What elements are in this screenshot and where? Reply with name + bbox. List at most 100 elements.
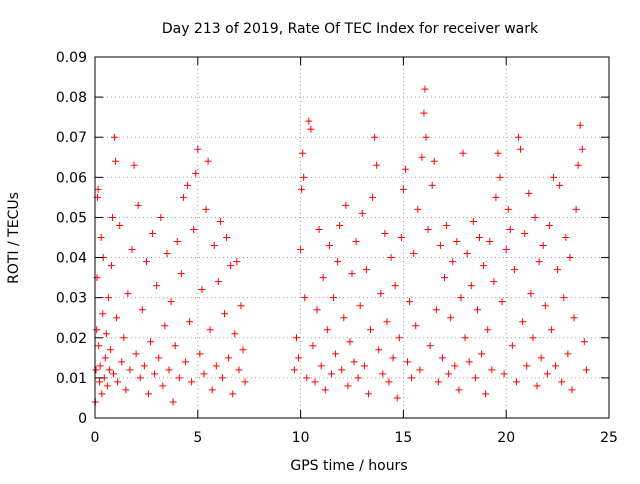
data-point [309, 342, 317, 350]
data-point [311, 378, 319, 386]
grid-lines [95, 57, 609, 418]
data-point [202, 205, 210, 213]
data-point [188, 378, 196, 386]
x-tick-label: 5 [193, 430, 202, 446]
y-tick-label: 0.03 [56, 291, 87, 307]
data-point [132, 350, 140, 358]
data-point [231, 330, 239, 338]
data-point [362, 266, 370, 274]
data-point [175, 374, 183, 382]
y-tick-label: 0.06 [56, 170, 87, 186]
y-tick-label: 0.01 [56, 371, 87, 387]
data-point [212, 362, 220, 370]
data-point [428, 181, 436, 189]
data-point [290, 366, 298, 374]
data-point [134, 201, 142, 209]
data-point [438, 354, 446, 362]
data-point [305, 117, 313, 125]
data-point [94, 185, 102, 193]
data-point [204, 157, 212, 165]
data-point [434, 378, 442, 386]
data-points [91, 85, 590, 406]
data-point [529, 334, 537, 342]
data-point [492, 193, 500, 201]
data-point [471, 374, 479, 382]
data-point [239, 346, 247, 354]
data-point [377, 290, 385, 298]
data-point [338, 366, 346, 374]
data-point [436, 242, 444, 250]
data-point [566, 254, 574, 262]
data-point [153, 282, 161, 290]
data-point [449, 258, 457, 266]
data-point [356, 302, 364, 310]
data-point [482, 390, 490, 398]
data-point [412, 322, 420, 330]
data-point [451, 362, 459, 370]
data-point [122, 386, 130, 394]
data-point [192, 169, 200, 177]
data-point [107, 262, 115, 270]
data-point [223, 234, 231, 241]
data-point [519, 318, 527, 326]
data-point [169, 398, 177, 406]
data-point [110, 370, 118, 378]
data-point [506, 225, 514, 233]
y-tick-label: 0.04 [56, 251, 87, 267]
x-tick-label: 15 [394, 430, 412, 446]
y-tick-label: 0.07 [56, 130, 87, 146]
data-point [149, 229, 157, 237]
data-point [533, 382, 541, 390]
x-tick-label: 25 [600, 430, 618, 446]
data-point [379, 370, 387, 378]
data-point [225, 354, 233, 362]
x-tick-label: 10 [292, 430, 310, 446]
data-point [455, 386, 463, 394]
data-point [106, 346, 114, 354]
data-point [475, 234, 483, 241]
data-point [461, 334, 469, 342]
data-point [298, 185, 306, 193]
data-point [401, 165, 409, 173]
data-point [354, 374, 362, 382]
data-point [395, 334, 403, 342]
data-point [512, 378, 520, 386]
data-point [227, 262, 235, 270]
data-point [467, 282, 475, 290]
data-point [576, 121, 584, 129]
data-point [214, 278, 222, 286]
data-point [157, 213, 165, 221]
data-point [517, 145, 525, 153]
data-point [350, 358, 358, 366]
y-tick-label: 0.05 [56, 210, 87, 226]
data-point [210, 242, 218, 250]
data-point [344, 382, 352, 390]
chart-title: Day 213 of 2019, Rate Of TEC Index for r… [162, 21, 539, 37]
data-point [235, 366, 243, 374]
data-point [473, 306, 481, 314]
data-point [537, 354, 545, 362]
data-point [391, 282, 399, 290]
data-point [560, 294, 568, 302]
data-point [165, 366, 173, 374]
data-point [342, 201, 350, 209]
data-point [432, 306, 440, 314]
data-point [241, 378, 249, 386]
x-tick-label: 20 [497, 430, 515, 446]
data-point [582, 366, 590, 374]
data-point [348, 270, 356, 278]
data-point [453, 238, 461, 246]
data-point [504, 205, 512, 213]
data-point [120, 334, 128, 342]
data-point [190, 225, 198, 233]
data-point [527, 290, 535, 298]
data-point [545, 221, 553, 229]
y-tick-label: 0 [78, 411, 87, 427]
data-point [554, 266, 562, 274]
data-point [111, 133, 119, 141]
data-point [375, 346, 383, 354]
data-point [96, 362, 104, 370]
data-point [113, 314, 121, 322]
data-point [173, 238, 181, 246]
data-point [102, 330, 110, 338]
